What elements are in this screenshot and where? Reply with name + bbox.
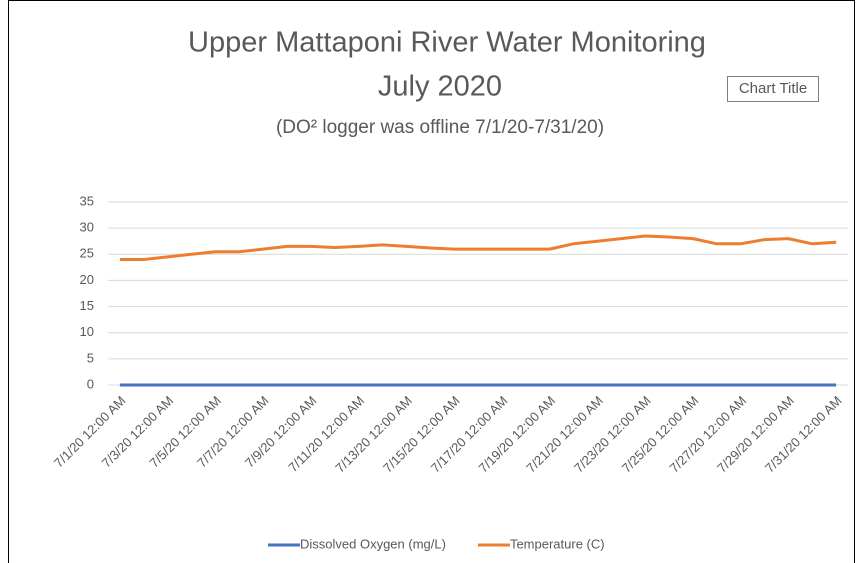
chart-title-box[interactable] <box>727 76 819 102</box>
y-tick-label: 35 <box>80 193 94 208</box>
y-tick-label: 10 <box>80 324 94 339</box>
legend-label: Temperature (C) <box>510 536 605 551</box>
y-tick-label: 5 <box>87 350 94 365</box>
y-tick-label: 0 <box>87 376 94 391</box>
y-tick-label: 20 <box>80 272 94 287</box>
chart-title-placeholder[interactable]: Chart Title <box>739 80 807 97</box>
legend-label: Dissolved Oxygen (mg/L) <box>300 536 446 551</box>
series-line <box>119 234 837 261</box>
chart-subtitle: July 2020 <box>378 71 502 103</box>
y-tick-label: 15 <box>80 298 94 313</box>
chart-title: Upper Mattaponi River Water Monitoring <box>188 27 706 59</box>
y-tick-label: 30 <box>80 220 94 235</box>
y-tick-label: 25 <box>80 246 94 261</box>
chart-note: (DO² logger was offline 7/1/20-7/31/20) <box>276 117 604 138</box>
chart-frame <box>8 0 855 563</box>
